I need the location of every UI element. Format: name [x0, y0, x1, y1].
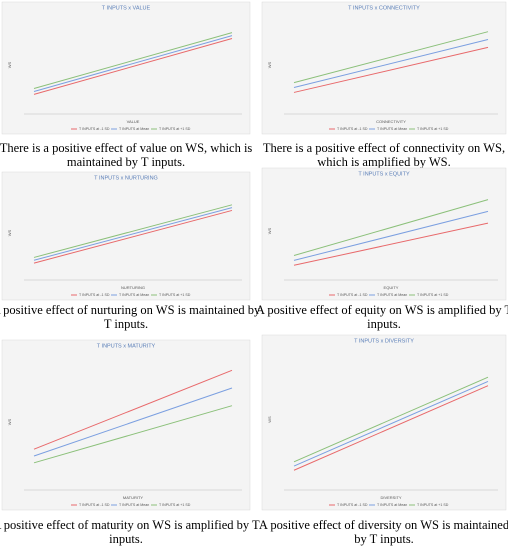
- x-axis-label: NURTURING: [121, 285, 145, 290]
- series-line: [33, 207, 233, 261]
- legend-label: T INPUTS at -1 SD: [337, 127, 368, 131]
- legend-label: T INPUTS at Mean: [119, 127, 149, 131]
- chart-title: T INPUTS x NURTURING: [94, 175, 158, 181]
- chart-title: T INPUTS x DIVERSITY: [354, 338, 414, 344]
- caption-line: T inputs.: [104, 317, 148, 331]
- series-line: [33, 204, 233, 258]
- y-axis-label: WS: [267, 416, 272, 423]
- series-line: [33, 209, 233, 264]
- caption-line: by T inputs.: [354, 532, 414, 546]
- caption-line: A positive effect of diversity on WS is …: [259, 518, 508, 532]
- legend-label: T INPUTS at Mean: [377, 127, 407, 131]
- series-line: [33, 35, 233, 92]
- legend-label: T INPUTS at +1 SD: [159, 293, 191, 297]
- y-axis-label: WS: [7, 61, 12, 68]
- legend-label: T INPUTS at +1 SD: [417, 293, 449, 297]
- x-axis-label: VALUE: [127, 119, 140, 124]
- legend-label: T INPUTS at +1 SD: [417, 127, 449, 131]
- legend-label: T INPUTS at Mean: [119, 293, 149, 297]
- series-line: [293, 222, 489, 266]
- legend-label: T INPUTS at -1 SD: [79, 293, 110, 297]
- caption-line: There is a positive effect of connectivi…: [263, 141, 505, 155]
- series-line: [33, 387, 233, 457]
- series-line: [293, 380, 489, 467]
- chart-title: T INPUTS x EQUITY: [358, 171, 410, 177]
- series-line: [293, 46, 489, 93]
- legend-label: T INPUTS at +1 SD: [159, 127, 191, 131]
- caption-line: inputs.: [109, 532, 143, 546]
- series-line: [33, 32, 233, 90]
- chart-title: T INPUTS x CONNECTIVITY: [348, 5, 420, 11]
- caption-line: A positive effect of equity on WS is amp…: [256, 303, 508, 317]
- y-axis-label: WS: [7, 418, 12, 425]
- x-axis-label: CONNECTIVITY: [376, 119, 406, 124]
- chart-title: T INPUTS x VALUE: [102, 5, 151, 11]
- legend-label: T INPUTS at +1 SD: [417, 503, 449, 507]
- caption-line: There is a positive effect of value on W…: [0, 141, 252, 155]
- chart-title: T INPUTS x MATURITY: [97, 343, 156, 349]
- series-line: [33, 405, 233, 464]
- legend-label: T INPUTS at -1 SD: [79, 503, 110, 507]
- legend-label: T INPUTS at Mean: [119, 503, 149, 507]
- series-line: [293, 376, 489, 463]
- legend-label: T INPUTS at -1 SD: [337, 503, 368, 507]
- series-line: [293, 39, 489, 89]
- panel: [1, 339, 251, 511]
- x-axis-label: EQUITY: [384, 285, 399, 290]
- panel: [261, 167, 507, 301]
- y-axis-label: WS: [267, 227, 272, 234]
- x-axis-label: DIVERSITY: [380, 495, 401, 500]
- panel: [261, 1, 507, 135]
- series-line: [293, 210, 489, 261]
- caption-line: which is amplified by WS.: [317, 155, 450, 169]
- legend-label: T INPUTS at Mean: [377, 293, 407, 297]
- series-line: [293, 199, 489, 256]
- legend-label: T INPUTS at -1 SD: [79, 127, 110, 131]
- legend-label: T INPUTS at +1 SD: [159, 503, 191, 507]
- legend-label: T INPUTS at -1 SD: [337, 293, 368, 297]
- legend-label: T INPUTS at Mean: [377, 503, 407, 507]
- caption-line: A positive effect of maturity on WS is a…: [0, 518, 260, 532]
- series-line: [33, 38, 233, 95]
- caption-line: A positive effect of nurturing on WS is …: [0, 303, 261, 317]
- x-axis-label: MATURITY: [123, 495, 143, 500]
- y-axis-label: WS: [267, 61, 272, 68]
- y-axis-label: WS: [7, 229, 12, 236]
- series-line: [33, 369, 233, 450]
- series-line: [293, 385, 489, 471]
- series-line: [293, 31, 489, 84]
- caption-line: inputs.: [367, 317, 401, 331]
- caption-line: maintained by T inputs.: [67, 155, 185, 169]
